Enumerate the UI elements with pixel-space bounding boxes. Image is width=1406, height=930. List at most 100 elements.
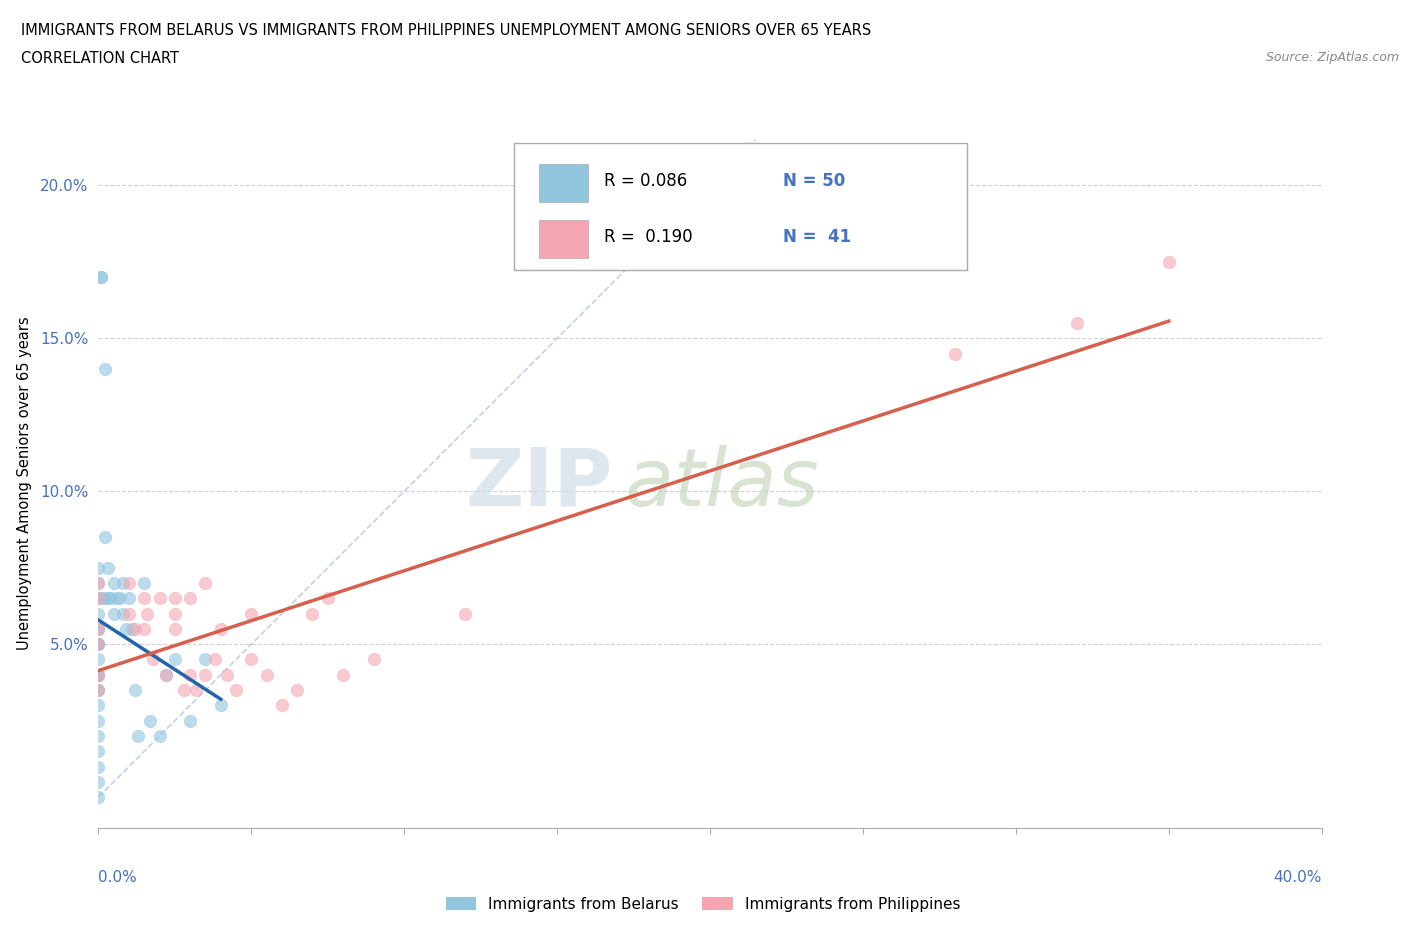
Point bbox=[454, 606, 477, 621]
Point bbox=[194, 668, 217, 683]
Point bbox=[87, 621, 110, 636]
Text: Source: ZipAtlas.com: Source: ZipAtlas.com bbox=[1265, 51, 1399, 64]
Bar bbox=[538, 219, 588, 258]
Text: IMMIGRANTS FROM BELARUS VS IMMIGRANTS FROM PHILIPPINES UNEMPLOYMENT AMONG SENIOR: IMMIGRANTS FROM BELARUS VS IMMIGRANTS FR… bbox=[21, 23, 872, 38]
Point bbox=[100, 591, 122, 605]
Point bbox=[93, 530, 115, 545]
Point bbox=[124, 621, 146, 636]
Point bbox=[87, 790, 110, 804]
Point bbox=[179, 591, 201, 605]
Point bbox=[155, 668, 177, 683]
Point bbox=[136, 606, 159, 621]
Point bbox=[111, 606, 134, 621]
Point bbox=[194, 652, 217, 667]
Text: N = 50: N = 50 bbox=[783, 172, 845, 191]
Point bbox=[87, 576, 110, 591]
Point bbox=[179, 713, 201, 728]
Text: R =  0.190: R = 0.190 bbox=[603, 228, 692, 246]
Text: CORRELATION CHART: CORRELATION CHART bbox=[21, 51, 179, 66]
Point bbox=[943, 346, 966, 361]
Point bbox=[301, 606, 323, 621]
Point bbox=[93, 362, 115, 377]
Point bbox=[179, 668, 201, 683]
Point bbox=[215, 668, 238, 683]
Point bbox=[87, 668, 110, 683]
Point bbox=[316, 591, 339, 605]
Point bbox=[87, 668, 110, 683]
Text: 40.0%: 40.0% bbox=[1274, 870, 1322, 884]
Point bbox=[194, 576, 217, 591]
Point bbox=[87, 637, 110, 652]
Point bbox=[142, 652, 165, 667]
Point bbox=[103, 576, 125, 591]
Point bbox=[173, 683, 195, 698]
Point bbox=[124, 683, 146, 698]
Point bbox=[121, 621, 143, 636]
Point bbox=[87, 652, 110, 667]
Legend: Immigrants from Belarus, Immigrants from Philippines: Immigrants from Belarus, Immigrants from… bbox=[440, 890, 966, 918]
Point bbox=[163, 621, 186, 636]
Point bbox=[134, 576, 156, 591]
Point bbox=[87, 591, 110, 605]
Point bbox=[87, 713, 110, 728]
Point bbox=[87, 759, 110, 774]
Point bbox=[87, 728, 110, 743]
Point bbox=[87, 576, 110, 591]
Point bbox=[1066, 315, 1088, 330]
Point bbox=[87, 683, 110, 698]
Point bbox=[134, 621, 156, 636]
Point bbox=[87, 683, 110, 698]
Point bbox=[155, 668, 177, 683]
Point bbox=[118, 591, 141, 605]
Point bbox=[87, 621, 110, 636]
Point bbox=[105, 591, 128, 605]
Point bbox=[270, 698, 292, 712]
Point bbox=[115, 621, 138, 636]
Point bbox=[87, 668, 110, 683]
Point bbox=[93, 591, 115, 605]
Point bbox=[118, 576, 141, 591]
Point bbox=[97, 560, 120, 575]
Point bbox=[363, 652, 385, 667]
Point bbox=[127, 728, 149, 743]
Point bbox=[108, 591, 131, 605]
Point bbox=[163, 652, 186, 667]
Text: N =  41: N = 41 bbox=[783, 228, 852, 246]
Point bbox=[240, 652, 263, 667]
Point bbox=[87, 637, 110, 652]
Bar bbox=[538, 165, 588, 202]
Point bbox=[87, 591, 110, 605]
Point bbox=[285, 683, 308, 698]
Point bbox=[87, 560, 110, 575]
Point bbox=[103, 606, 125, 621]
Text: ZIP: ZIP bbox=[465, 445, 612, 523]
Point bbox=[111, 576, 134, 591]
FancyBboxPatch shape bbox=[515, 143, 967, 271]
Y-axis label: Unemployment Among Seniors over 65 years: Unemployment Among Seniors over 65 years bbox=[17, 317, 32, 650]
Text: R = 0.086: R = 0.086 bbox=[603, 172, 688, 191]
Point bbox=[87, 606, 110, 621]
Point bbox=[118, 606, 141, 621]
Point bbox=[209, 698, 232, 712]
Point bbox=[225, 683, 247, 698]
Point bbox=[186, 683, 208, 698]
Point bbox=[139, 713, 162, 728]
Point bbox=[209, 621, 232, 636]
Point bbox=[87, 698, 110, 712]
Point bbox=[149, 728, 172, 743]
Point bbox=[240, 606, 263, 621]
Point bbox=[134, 591, 156, 605]
Point bbox=[87, 683, 110, 698]
Point bbox=[90, 270, 112, 285]
Point bbox=[332, 668, 354, 683]
Point bbox=[204, 652, 226, 667]
Point bbox=[87, 775, 110, 790]
Point bbox=[256, 668, 278, 683]
Point bbox=[87, 668, 110, 683]
Point bbox=[90, 270, 112, 285]
Point bbox=[87, 637, 110, 652]
Point bbox=[163, 591, 186, 605]
Point bbox=[1157, 255, 1180, 270]
Point bbox=[163, 606, 186, 621]
Text: atlas: atlas bbox=[624, 445, 820, 523]
